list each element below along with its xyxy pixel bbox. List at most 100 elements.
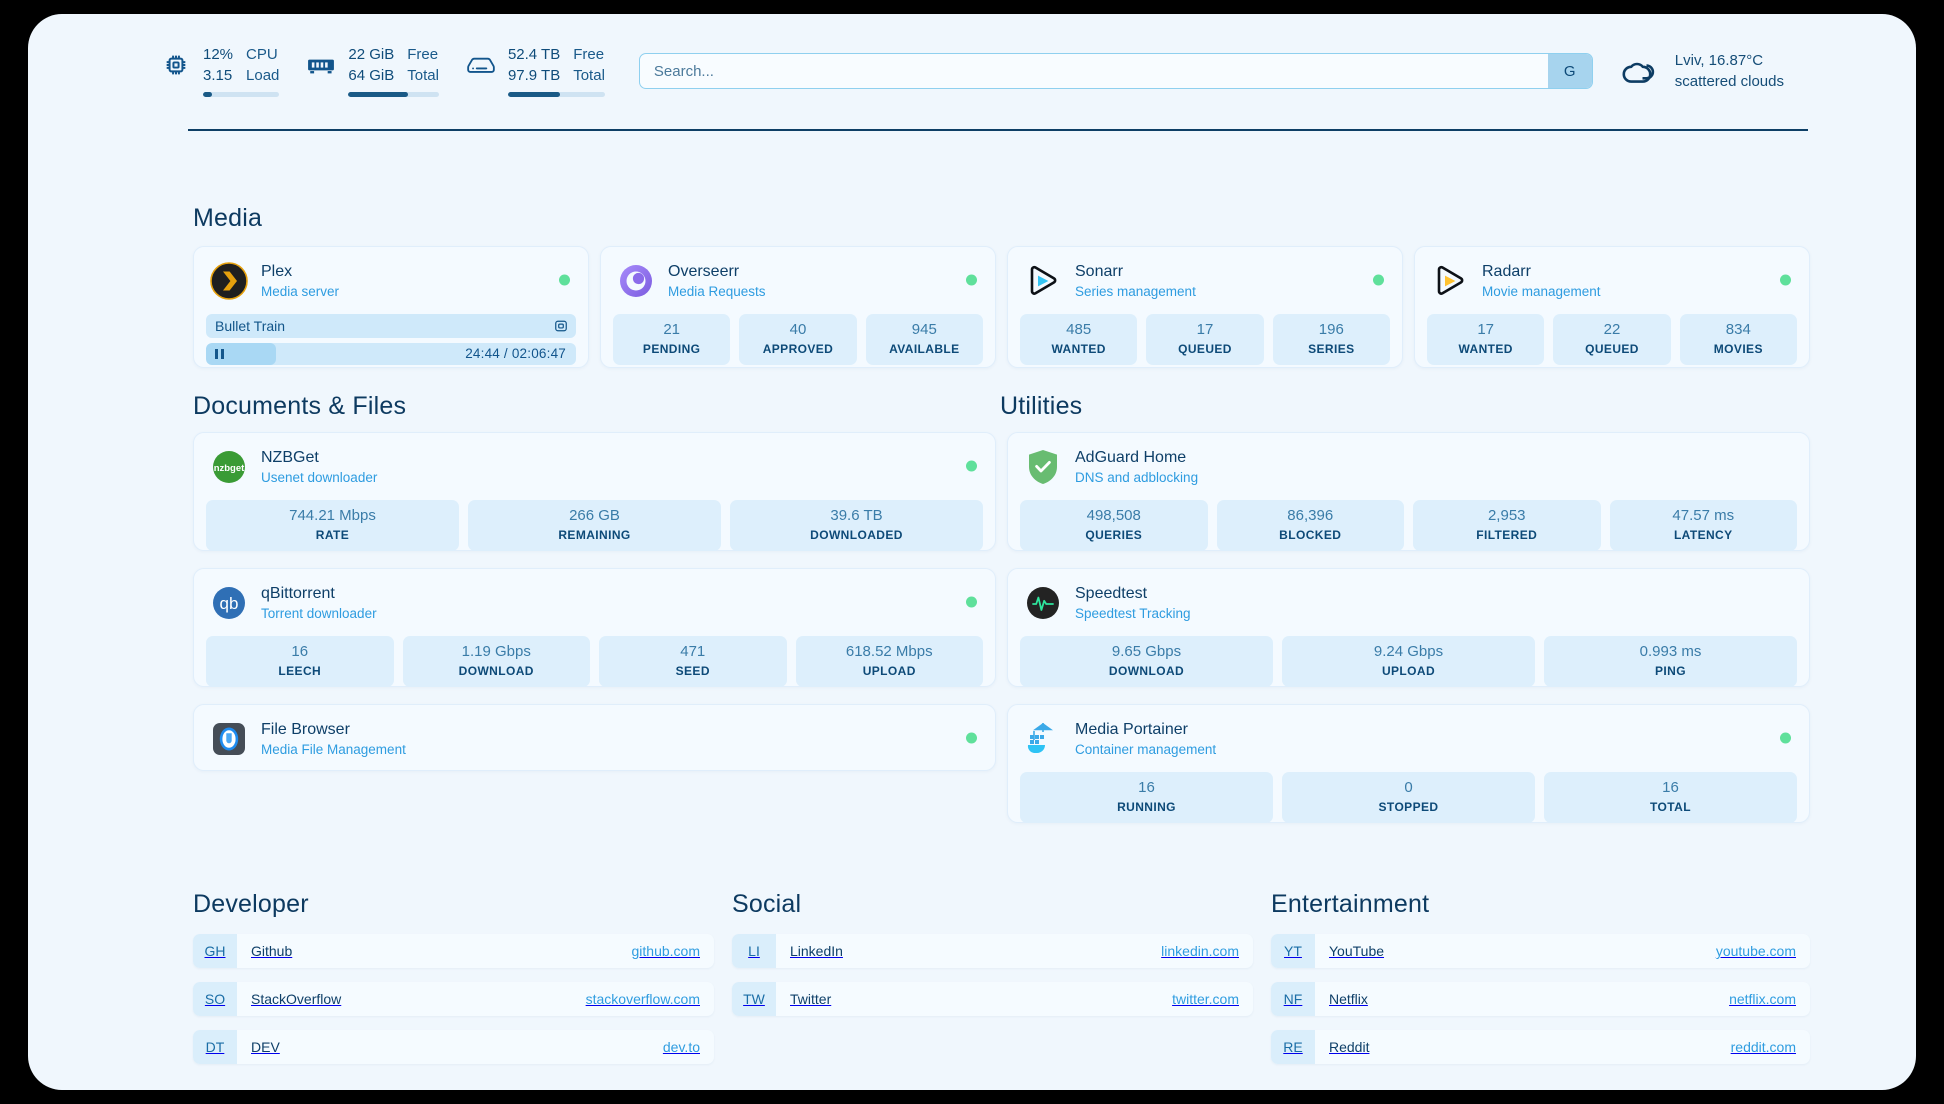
service-card-radarr[interactable]: Radarr Movie management 17 WANTED 22 QUE… [1414,246,1810,368]
app-name: File Browser [261,721,350,738]
stat-label: APPROVED [762,341,834,356]
weather-widget: Lviv, 16.87°C scattered clouds [1619,50,1784,92]
nzbget-icon: nzbget [210,448,248,486]
cpu-units: CPU Load [246,45,279,86]
stat-label: TOTAL [1650,799,1691,814]
disk-widget: 52.4 TB 97.9 TB Free Total [465,45,605,97]
stat-tile: 1.19 Gbps DOWNLOAD [402,635,590,687]
stat-value: 39.6 TB [830,506,883,524]
cpu-unit-2: Load [246,66,280,84]
card-header: Sonarr Series management [1020,259,1390,301]
stat-label: AVAILABLE [889,341,960,356]
cpu-usage-bar [203,91,280,97]
section-title-media: Media [193,204,263,232]
service-card-qbittorrent[interactable]: qb qBittorrent Torrent downloader 16 LEE… [193,568,996,687]
service-card-overseerr[interactable]: Overseerr Media Requests 21 PENDING 40 A… [600,246,996,368]
bookmark-abbr: LI [732,934,776,968]
stat-tile: 471 SEED [599,635,787,687]
stat-value: 16 [1138,778,1155,796]
status-badge [966,596,977,608]
cpu-widget: 12% 3.15 CPU Load [160,45,280,97]
dashboard-page: 12% 3.15 CPU Load [28,14,1916,1090]
app-desc: Movie management [1482,283,1601,299]
stat-value: 471 [680,642,706,660]
search-input[interactable] [639,54,1548,88]
stat-label: LEECH [278,663,322,678]
disk-units: Free Total [573,45,605,86]
stat-tile: 17 WANTED [1427,313,1545,365]
service-card-media-portainer[interactable]: Media Portainer Container management 16 … [1007,704,1810,823]
stat-tile: 196 SERIES [1272,313,1390,365]
stat-label: REMAINING [558,527,631,542]
service-card-adguard-home[interactable]: AdGuard Home DNS and adblocking 498,508 … [1007,432,1810,551]
now-playing-title: Bullet Train [215,317,286,334]
stat-tile: 40 APPROVED [739,313,857,365]
cast-icon[interactable] [554,319,568,333]
stats-row: 744.21 Mbps RATE 266 GB REMAINING 39.6 T… [206,499,983,551]
bookmark-netflix[interactable]: NF Netflix netflix.com [1271,982,1810,1016]
stat-label: DOWNLOAD [1108,663,1185,678]
bookmark-abbr: GH [193,934,237,968]
status-badge [1780,274,1791,286]
bookmark-url: reddit.com [1730,1039,1796,1055]
card-header: nzbget NZBGet Usenet downloader [206,445,983,487]
bookmark-reddit[interactable]: RE Reddit reddit.com [1271,1030,1810,1064]
app-name: NZBGet [261,449,319,466]
bookmark-youtube[interactable]: YT YouTube youtube.com [1271,934,1810,968]
pause-icon[interactable] [215,348,224,359]
service-card-nzbget[interactable]: nzbget NZBGet Usenet downloader 744.21 M… [193,432,996,551]
service-card-plex[interactable]: Plex Media server Bullet Train 24:44 / 0… [193,246,589,368]
bookmark-url: github.com [631,943,700,959]
stat-tile: 47.57 ms LATENCY [1609,499,1797,551]
stat-tile: 2,953 FILTERED [1413,499,1601,551]
stat-value: 834 [1725,320,1751,338]
bookmark-abbr: SO [193,982,237,1016]
service-card-speedtest[interactable]: Speedtest Speedtest Tracking 9.65 Gbps D… [1007,568,1810,687]
search-box[interactable]: G [638,53,1593,89]
stat-value: 0.993 ms [1639,642,1702,660]
stat-label: SERIES [1308,341,1355,356]
status-badge [966,732,977,744]
now-playing-progress[interactable]: 24:44 / 02:06:47 [206,342,576,365]
bookmark-github[interactable]: GH Github github.com [193,934,714,968]
card-header: AdGuard Home DNS and adblocking [1020,445,1797,487]
stat-value: 744.21 Mbps [289,506,376,524]
service-card-file-browser[interactable]: File Browser Media File Management [193,704,996,771]
card-header: Speedtest Speedtest Tracking [1020,581,1797,623]
stat-tile: 744.21 Mbps RATE [206,499,459,551]
stat-label: UPLOAD [1381,663,1436,678]
now-playing-title-bar[interactable]: Bullet Train [206,313,576,338]
speedtest-icon [1024,584,1062,622]
stat-value: 40 [789,320,807,338]
stats-row: 17 WANTED 22 QUEUED 834 MOVIES [1427,313,1797,365]
stat-value: 2,953 [1487,506,1526,524]
bookmark-twitter[interactable]: TW Twitter twitter.com [732,982,1253,1016]
app-meta: qBittorrent Torrent downloader [261,583,377,623]
memory-units: Free Total [407,45,439,86]
app-desc: Torrent downloader [261,605,377,621]
stat-label: QUERIES [1085,527,1143,542]
disk-unit-1: Free [573,46,605,64]
stat-tile: 945 AVAILABLE [865,313,983,365]
bookmark-stackoverflow[interactable]: SO StackOverflow stackoverflow.com [193,982,714,1016]
stat-tile: 16 RUNNING [1020,771,1273,823]
app-desc: Media server [261,283,340,299]
app-name: Plex [261,263,293,280]
progress-fill [206,342,277,365]
stat-label: SEED [675,663,710,678]
disk-free-value: 52.4 TB [507,46,561,64]
app-desc: Container management [1075,741,1217,757]
app-desc: DNS and adblocking [1075,469,1199,485]
qbittorrent-icon: qb [210,584,248,622]
memory-widget: 22 GiB 64 GiB Free Total [305,45,439,97]
bookmark-dev[interactable]: DT DEV dev.to [193,1030,714,1064]
stat-label: BLOCKED [1279,527,1342,542]
stat-value: 485 [1066,320,1092,338]
service-card-sonarr[interactable]: Sonarr Series management 485 WANTED 17 Q… [1007,246,1403,368]
search-engine-button[interactable]: G [1547,54,1592,88]
stat-label: QUEUED [1585,341,1639,356]
bookmark-linkedin[interactable]: LI LinkedIn linkedin.com [732,934,1253,968]
bookmark-abbr: DT [193,1030,237,1064]
stat-tile: 498,508 QUERIES [1020,499,1208,551]
